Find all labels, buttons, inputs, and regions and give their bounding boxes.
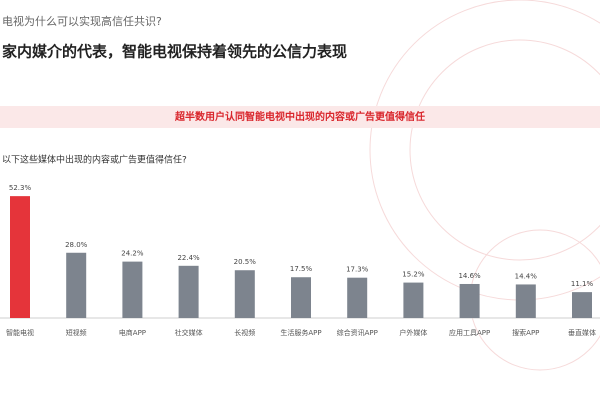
bar [347, 277, 368, 318]
x-tick-label: 智能电视 [6, 328, 34, 337]
kicker: 电视为什么可以实现高信任共识? [2, 14, 162, 28]
bar [515, 284, 536, 318]
banner-bg [0, 106, 600, 128]
value-label: 52.3% [9, 184, 32, 192]
x-tick-label: 户外媒体 [399, 328, 427, 337]
value-label: 15.2% [402, 271, 425, 279]
value-label: 14.4% [515, 272, 538, 280]
banner: 超半数用户认同智能电视中出现的内容或广告更值得信任 [174, 110, 425, 123]
value-label: 28.0% [65, 241, 88, 249]
bar [459, 283, 480, 318]
x-tick-label: 垂直媒体 [568, 328, 596, 337]
x-tick-label: 社交媒体 [175, 328, 203, 337]
x-tick-label: 搜索APP [512, 328, 539, 337]
value-label: 22.4% [177, 254, 200, 262]
bar [403, 282, 424, 318]
bar [178, 265, 199, 318]
bar [66, 252, 87, 318]
bar [291, 277, 311, 318]
headline: 家内媒介的代表，智能电视保持着领先的公信力表现 [2, 43, 347, 61]
value-label: 14.6% [458, 272, 481, 280]
chart-title: 以下这些媒体中出现的内容或广告更值得信任? [2, 154, 187, 166]
bar [572, 292, 592, 318]
bar [122, 261, 143, 318]
bar [234, 270, 255, 318]
x-tick-label: 短视频 [66, 328, 87, 337]
x-tick-label: 生活服务APP [280, 328, 321, 337]
value-label: 17.3% [346, 266, 369, 274]
x-tick-label: 长视频 [234, 328, 255, 337]
bar [10, 196, 30, 318]
value-label: 20.5% [234, 258, 257, 266]
x-tick-label: 电商APP [119, 328, 146, 337]
x-tick-label: 应用工具APP [449, 328, 490, 337]
value-label: 24.2% [121, 250, 144, 258]
value-label: 11.1% [571, 280, 594, 288]
value-label: 17.5% [290, 265, 313, 273]
x-tick-label: 综合资讯APP [337, 328, 378, 337]
